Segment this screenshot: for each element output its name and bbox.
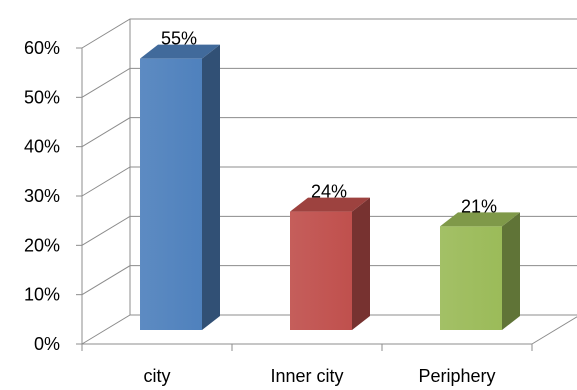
y-tick-label: 20%: [24, 235, 60, 255]
bar-2: [440, 212, 520, 330]
y-tick-label: 30%: [24, 186, 60, 206]
bar-top: [290, 197, 370, 212]
bar-top: [440, 212, 520, 227]
bar-side: [202, 44, 220, 331]
bar-top: [140, 44, 220, 59]
bar-front: [290, 211, 352, 330]
data-label: 21%: [461, 196, 497, 216]
bar-1: [290, 197, 370, 330]
x-category-label: Periphery: [418, 366, 495, 386]
bar-side: [502, 212, 520, 330]
x-axis-categories: city Inner city Periphery: [81, 344, 533, 386]
y-tick-label: 60%: [24, 38, 60, 58]
data-label: 24%: [311, 182, 347, 202]
bar-front: [140, 58, 202, 331]
bars: 55% 24% 21%: [140, 29, 520, 331]
bar-front: [440, 226, 502, 330]
y-tick-label: 50%: [24, 87, 60, 107]
y-tick-label: 10%: [24, 285, 60, 305]
y-axis-ticks: 0% 10% 20% 30% 40% 50% 60%: [24, 38, 82, 354]
data-label: 55%: [161, 29, 197, 49]
x-category-label: city: [144, 366, 171, 386]
bar-0: [140, 44, 220, 331]
gridline: [81, 18, 577, 49]
y-tick-label: 0%: [34, 334, 60, 354]
floor-edge: [531, 316, 577, 345]
bar-side: [352, 197, 370, 330]
y-tick-label: 40%: [24, 137, 60, 157]
x-category-label: Inner city: [270, 366, 343, 386]
